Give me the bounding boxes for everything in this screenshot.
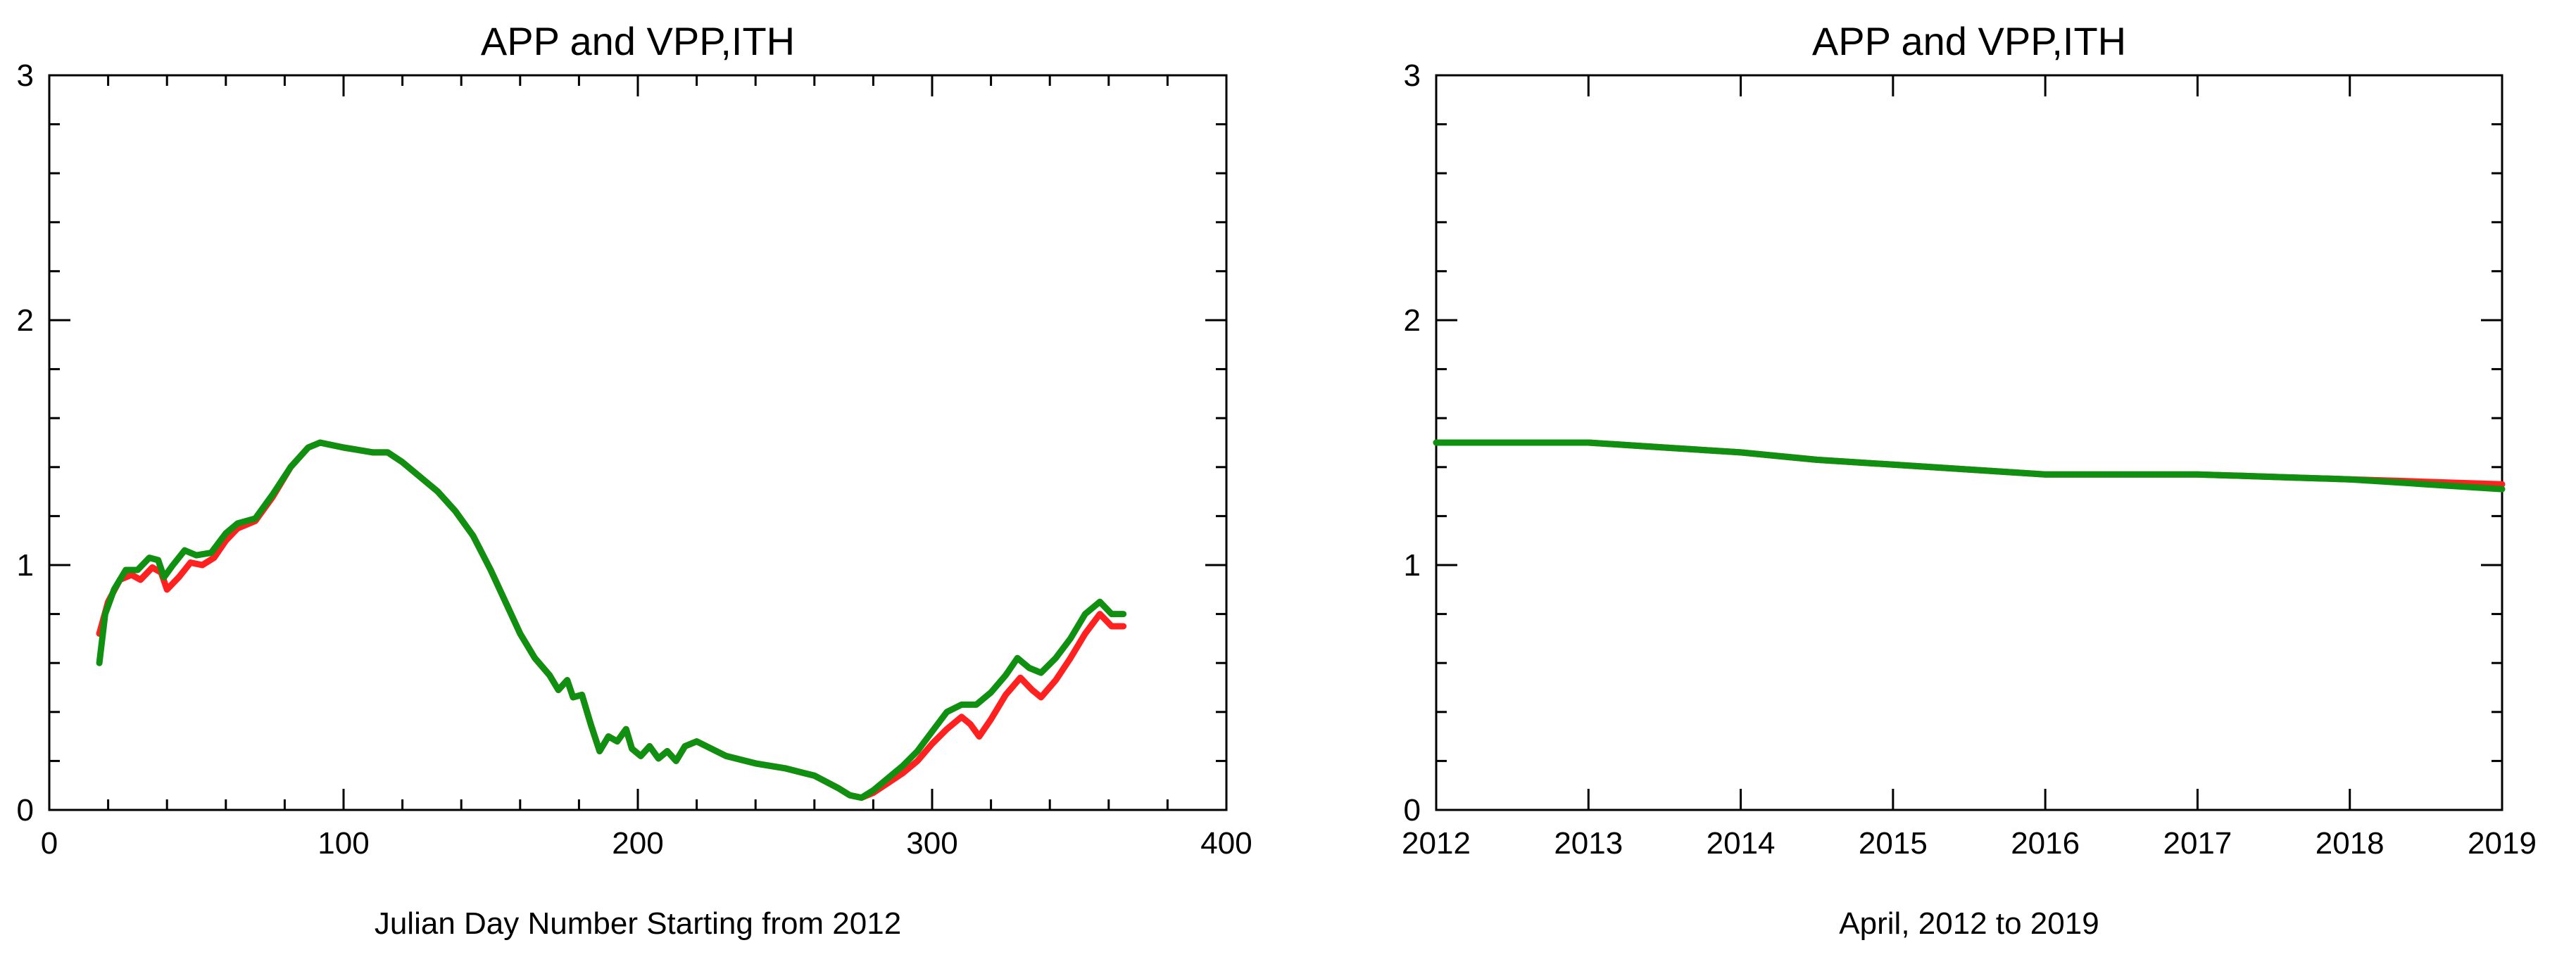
right-y-tick-label: 1 — [1404, 548, 1421, 583]
left-x-tick-label: 300 — [906, 826, 957, 861]
right-x-tick-label: 2015 — [1859, 826, 1928, 861]
left-y-tick-label: 3 — [17, 58, 34, 93]
left-series-group — [96, 439, 1127, 801]
left-plot-frame — [48, 74, 1228, 811]
right-x-tick-label: 2014 — [1707, 826, 1776, 861]
right-x-tick-label: 2018 — [2316, 826, 2385, 861]
right-x-tick-label: 2016 — [2011, 826, 2080, 861]
left-y-tick-label: 2 — [17, 303, 34, 338]
left-x-tick-label: 200 — [612, 826, 663, 861]
left-series-line-green — [96, 439, 1127, 801]
left-y-tick-label: 1 — [17, 548, 34, 583]
left-x-tick-label: 100 — [318, 826, 369, 861]
right-series-group — [1433, 439, 2506, 493]
right-y-tick-label: 3 — [1404, 58, 1421, 93]
left-chart-title: APP and VPP,ITH — [481, 19, 795, 63]
left-x-axis-label: Julian Day Number Starting from 2012 — [375, 906, 901, 941]
left-series-line-red — [96, 439, 1127, 801]
right-panel: APP and VPP,ITH 0 1 2 3 2012 2013 2014 2015 2016… — [1402, 19, 2537, 941]
left-x-tick-label: 400 — [1200, 826, 1252, 861]
left-panel: APP and VPP,ITH 0 1 2 3 0 100 200 300 400 Julian… — [17, 19, 1252, 941]
right-x-tick-label: 2019 — [2468, 826, 2537, 861]
left-x-tick-label: 0 — [41, 826, 58, 861]
right-series-line-green — [1433, 439, 2506, 493]
right-x-tick-label: 2013 — [1554, 826, 1623, 861]
right-axis-ticks: 0 1 2 3 2012 2013 2014 2015 2016 2017 2018 2019 — [1402, 58, 2537, 861]
right-x-axis-label: April, 2012 to 2019 — [1839, 906, 2099, 941]
right-x-tick-label: 2012 — [1402, 826, 1471, 861]
right-x-tick-label: 2017 — [2163, 826, 2232, 861]
left-axis-ticks: 0 1 2 3 0 100 200 300 400 — [17, 58, 1252, 861]
left-y-tick-label: 0 — [17, 793, 34, 828]
right-y-tick-label: 0 — [1404, 793, 1421, 828]
right-y-tick-label: 2 — [1404, 303, 1421, 338]
right-chart-title: APP and VPP,ITH — [1812, 19, 2126, 63]
